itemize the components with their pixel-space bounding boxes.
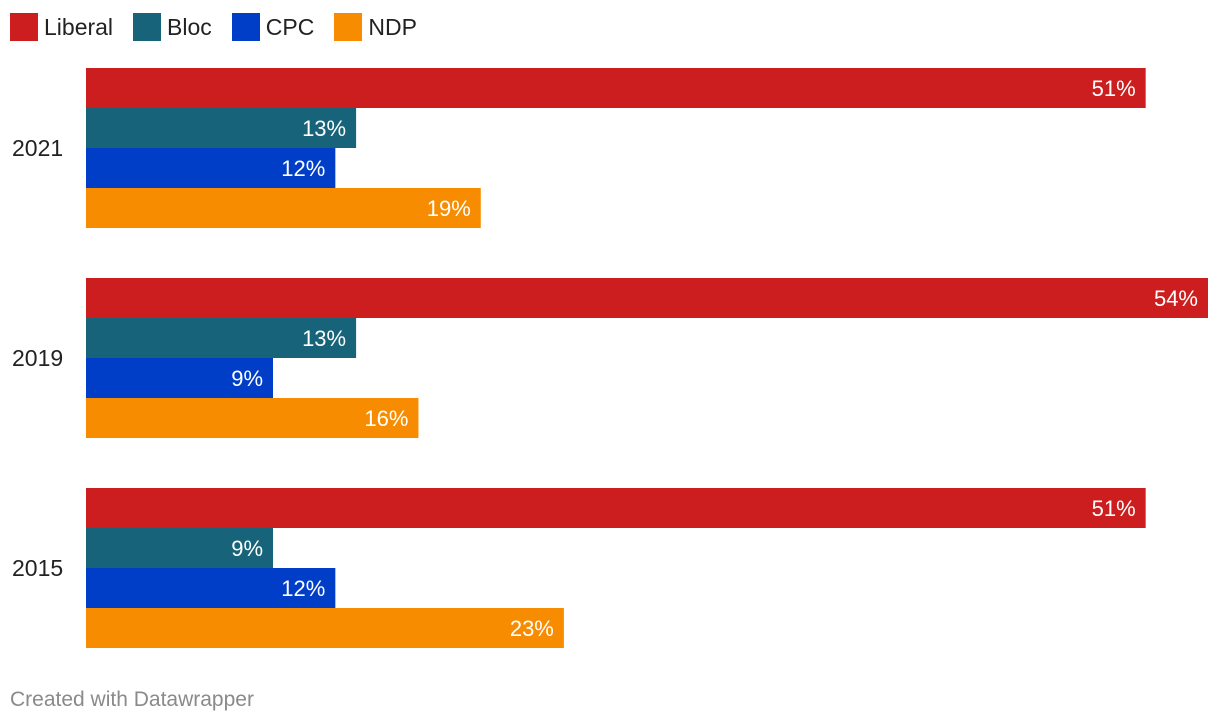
bar-chart: 2021 51% 13% 12% 19% 2019 54% 13% 9% 16% 2015 51% 9%… (12, 68, 1208, 648)
bar-bloc-2015 (86, 528, 273, 568)
value-label-ndp-2021: 19% (427, 196, 471, 221)
chart-legend: Liberal Bloc CPC NDP (10, 12, 437, 42)
bar-ndp-2019 (86, 398, 419, 438)
bar-cpc-2019 (86, 358, 273, 398)
category-label-2019: 2019 (12, 345, 63, 371)
datawrapper-credit: Created with Datawrapper (10, 688, 254, 711)
value-label-ndp-2015: 23% (510, 616, 554, 641)
value-label-ndp-2019: 16% (364, 406, 408, 431)
legend-swatch-cpc (231, 13, 260, 41)
legend-label-cpc: CPC (265, 14, 315, 40)
legend-swatch-liberal (10, 13, 38, 41)
value-label-liberal-2021: 51% (1092, 76, 1136, 101)
bar-liberal-2021 (86, 68, 1146, 108)
legend-swatch-bloc (133, 13, 162, 41)
legend-item-liberal: Liberal (10, 13, 113, 41)
category-label-2015: 2015 (12, 555, 63, 581)
legend-item-ndp: NDP (334, 13, 417, 41)
bar-bloc-2019 (86, 318, 357, 358)
value-label-liberal-2015: 51% (1092, 496, 1136, 521)
legend-label-ndp: NDP (368, 14, 417, 40)
bar-cpc-2021 (86, 148, 336, 188)
value-label-cpc-2021: 12% (281, 156, 325, 181)
category-label-2021: 2021 (12, 135, 63, 161)
bar-liberal-2019 (86, 278, 1208, 318)
legend-item-cpc: CPC (231, 13, 315, 41)
bar-cpc-2015 (86, 568, 336, 608)
legend-label-liberal: Liberal (44, 14, 114, 40)
value-label-bloc-2019: 13% (302, 326, 346, 351)
legend-item-bloc: Bloc (133, 13, 212, 41)
value-label-cpc-2015: 12% (281, 576, 325, 601)
legend-label-bloc: Bloc (167, 14, 212, 40)
bar-bloc-2021 (86, 108, 357, 148)
value-label-liberal-2019: 54% (1154, 286, 1198, 311)
bar-ndp-2021 (86, 188, 481, 228)
bar-ndp-2015 (86, 608, 564, 648)
value-label-cpc-2019: 9% (231, 366, 263, 391)
legend-swatch-ndp (334, 13, 363, 41)
value-label-bloc-2021: 13% (302, 116, 346, 141)
value-label-bloc-2015: 9% (231, 536, 263, 561)
bar-liberal-2015 (86, 488, 1146, 528)
